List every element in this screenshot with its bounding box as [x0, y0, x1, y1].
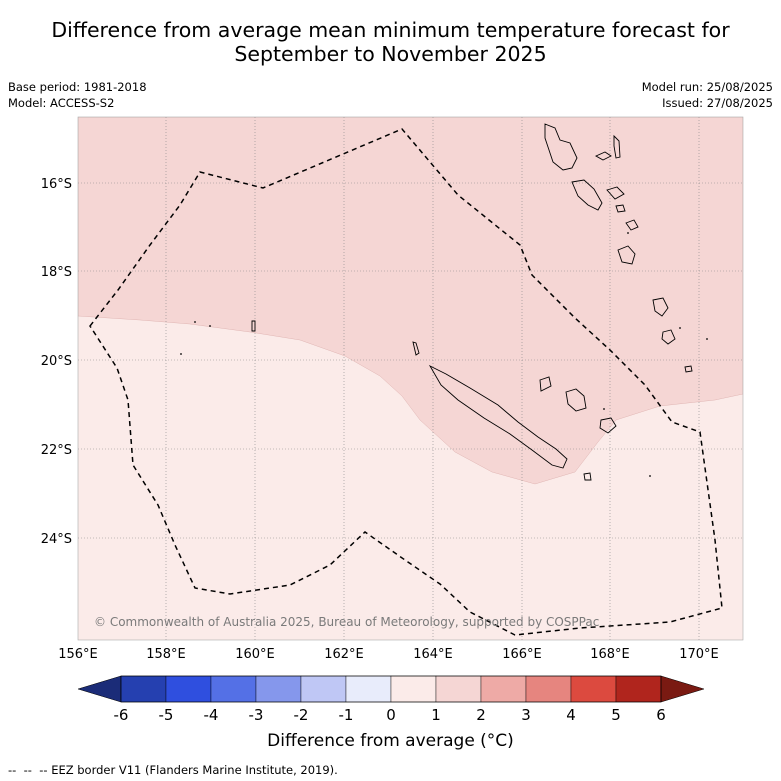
x-tick-label: 168°E — [590, 647, 630, 662]
efate-island — [625, 219, 639, 231]
islet-dots — [180, 232, 708, 477]
y-tick-label: 22°S — [41, 443, 72, 458]
x-tick-label: 166°E — [502, 647, 542, 662]
meta-left: Base period: 1981-2018 Model: ACCESS-S2 — [8, 79, 147, 111]
chesterfield-islet — [251, 320, 256, 332]
colorbar-segment — [480, 675, 527, 703]
colorbar-tick-label: 1 — [431, 706, 441, 724]
eez-legend-text: -- EEZ border V11 (Flanders Marine Insti… — [39, 763, 338, 777]
tanna-island — [652, 297, 669, 317]
colorbar-outline — [120, 675, 662, 703]
x-tick-label: 162°E — [324, 647, 364, 662]
colorbar-tick-label: 5 — [611, 706, 621, 724]
colorbar-tick-label: -3 — [249, 706, 264, 724]
colorbar-tick-label: -5 — [159, 706, 174, 724]
colorbar-segment — [615, 675, 662, 703]
colorbar-segment — [570, 675, 617, 703]
eez-legend-note: -- -- -- EEZ border V11 (Flanders Marine… — [8, 763, 338, 777]
title-line-1: Difference from average mean minimum tem… — [51, 18, 730, 42]
y-tick-label: 18°S — [41, 265, 72, 280]
colorbar: -6 -5 -4 -3 -2 -1 0 1 2 3 4 5 6 — [77, 675, 705, 724]
gridlines — [78, 117, 743, 640]
erromango-island — [617, 245, 636, 265]
colorbar-label: Difference from average (°C) — [267, 731, 514, 751]
x-tick-label: 156°E — [58, 647, 98, 662]
colorbar-segment — [525, 675, 572, 703]
loyalty-island-ouvea — [539, 376, 552, 392]
colorbar-segment — [345, 675, 392, 703]
small-island-east — [684, 365, 693, 373]
malakula-island — [571, 179, 603, 211]
epi-island — [615, 204, 626, 213]
colorbar-segment — [435, 675, 482, 703]
y-tick-label: 20°S — [41, 354, 72, 369]
colorbar-tick-label: 0 — [386, 706, 396, 724]
colorbar-segment — [165, 675, 212, 703]
x-tick-label: 170°E — [679, 647, 719, 662]
colorbar-extend-low — [77, 675, 122, 703]
issued-date: Issued: 27/08/2025 — [662, 96, 773, 110]
ile-des-pins — [583, 472, 592, 481]
loyalty-island-mare — [599, 417, 617, 434]
colorbar-tick-label: -2 — [294, 706, 309, 724]
colorbar-segment — [300, 675, 347, 703]
colorbar-segment — [390, 675, 437, 703]
coastlines — [251, 123, 693, 481]
espiritu-santo — [544, 123, 578, 171]
colorbar-tick-label: 4 — [566, 706, 576, 724]
y-tick-label: 24°S — [41, 532, 72, 547]
map-title: Difference from average mean minimum tem… — [0, 18, 781, 66]
loyalty-island-lifou — [565, 388, 587, 412]
aneityum-island — [661, 329, 676, 345]
model-name: Model: ACCESS-S2 — [8, 96, 115, 110]
copyright-text: © Commonwealth of Australia 2025, Bureau… — [94, 615, 599, 629]
ambae-island — [595, 151, 612, 161]
x-tick-label: 158°E — [146, 647, 186, 662]
colorbar-segment — [210, 675, 257, 703]
new-caledonia-island — [428, 364, 568, 469]
base-period: Base period: 1981-2018 — [8, 80, 147, 94]
title-line-2: September to November 2025 — [234, 42, 547, 66]
colorbar-tick-label: -4 — [204, 706, 219, 724]
model-run: Model run: 25/08/2025 — [641, 80, 773, 94]
colorbar-tick-label: 3 — [521, 706, 531, 724]
x-tick-label: 164°E — [413, 647, 453, 662]
colorbar-segment — [255, 675, 302, 703]
colorbar-tick-label: 6 — [656, 706, 666, 724]
meta-right: Model run: 25/08/2025 Issued: 27/08/2025 — [642, 79, 773, 111]
map-frame — [77, 116, 744, 641]
maewo-island — [613, 134, 621, 159]
colorbar-segment — [120, 675, 167, 703]
x-tick-label: 160°E — [235, 647, 275, 662]
colorbar-tick-label: -6 — [114, 706, 129, 724]
y-tick-label: 16°S — [41, 177, 72, 192]
colorbar-tick-label: 2 — [476, 706, 486, 724]
colorbar-tick-label: -1 — [339, 706, 354, 724]
belep-islands — [412, 341, 420, 356]
colorbar-extend-high — [660, 675, 705, 703]
pentecost-island — [606, 186, 625, 200]
